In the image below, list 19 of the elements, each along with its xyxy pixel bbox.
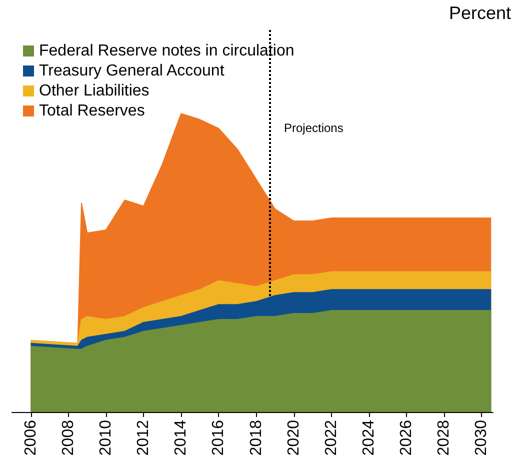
text: Percent bbox=[448, 3, 512, 23]
x-tick-label: 2012 bbox=[135, 420, 152, 456]
x-tick-label: 2030 bbox=[473, 420, 490, 456]
x-tick-label: 2014 bbox=[172, 420, 190, 456]
legend-label: Other Liabilities bbox=[39, 82, 150, 100]
legend-label: Total Reserves bbox=[39, 102, 145, 120]
x-tick-label: 2020 bbox=[285, 420, 302, 456]
ref-line-label: Projections bbox=[284, 121, 344, 135]
x-tick-label: 2028 bbox=[436, 420, 453, 456]
x-tick-label: 2010 bbox=[97, 420, 114, 456]
x-tick-label: 2016 bbox=[210, 420, 228, 456]
legend-label: Treasury General Account bbox=[39, 62, 225, 80]
x-tick-label: 2018 bbox=[248, 420, 265, 456]
x-tick-label: 2024 bbox=[360, 420, 378, 456]
x-tick-label: 2026 bbox=[398, 420, 416, 456]
x-tick-label: 2022 bbox=[322, 420, 340, 456]
x-tick-label: 2008 bbox=[60, 420, 77, 456]
legend-label: Federal Reserve notes in circulation bbox=[39, 42, 294, 60]
x-tick-label: 2006 bbox=[22, 420, 40, 456]
